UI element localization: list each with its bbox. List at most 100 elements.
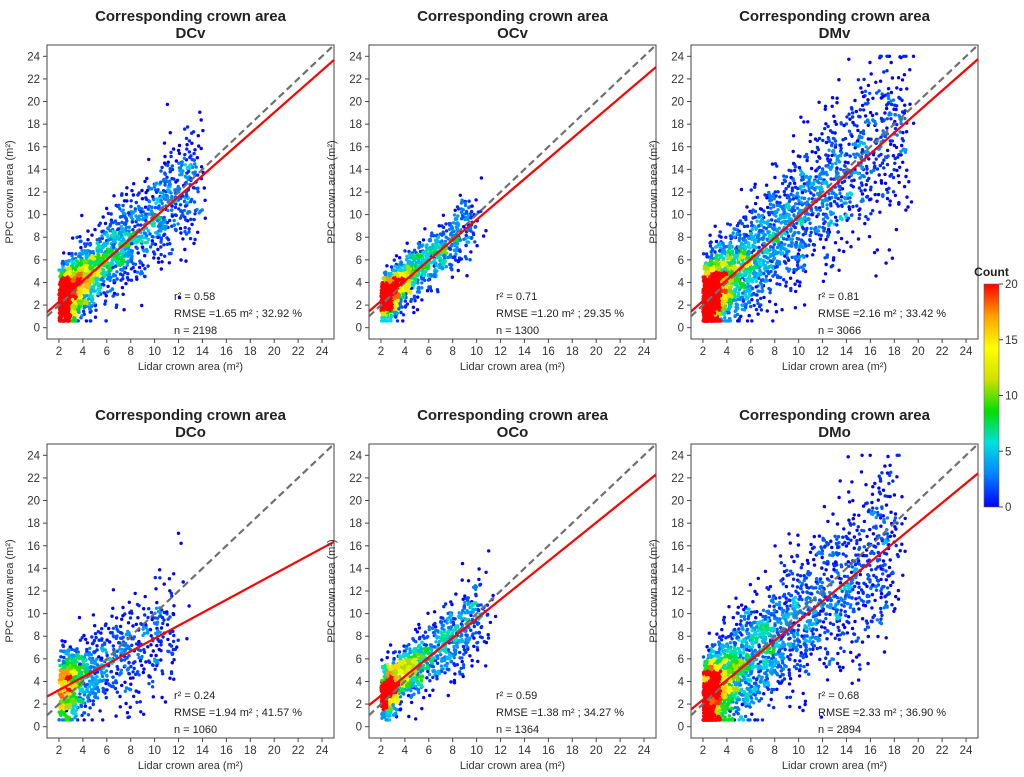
- data-point: [85, 242, 90, 246]
- data-point: [89, 319, 93, 323]
- data-point: [764, 183, 769, 187]
- data-point: [142, 249, 146, 253]
- data-point: [100, 229, 104, 234]
- data-point: [821, 279, 826, 283]
- data-point: [719, 235, 723, 239]
- y-tick-label: 0: [678, 323, 684, 335]
- data-point: [427, 239, 432, 243]
- data-point: [116, 253, 120, 257]
- data-point: [425, 246, 429, 250]
- data-point: [94, 279, 99, 284]
- data-point: [141, 263, 145, 267]
- data-point: [192, 241, 196, 246]
- data-point: [432, 234, 436, 238]
- data-point: [184, 259, 188, 263]
- data-point: [433, 238, 438, 242]
- data-point: [151, 241, 155, 246]
- data-point: [159, 252, 163, 257]
- data-point: [429, 234, 434, 238]
- data-point: [142, 236, 146, 240]
- data-point: [407, 280, 411, 284]
- data-point: [453, 217, 458, 221]
- data-point: [402, 274, 406, 278]
- data-point: [98, 268, 102, 273]
- data-point: [131, 228, 135, 232]
- data-point: [402, 264, 406, 268]
- data-point: [63, 273, 67, 277]
- data-point: [121, 203, 125, 208]
- data-point: [784, 232, 788, 236]
- data-point: [811, 253, 815, 257]
- data-point: [71, 283, 75, 288]
- data-point: [442, 256, 447, 260]
- regression-line: [47, 59, 334, 314]
- data-point: [441, 213, 446, 217]
- data-point: [163, 227, 167, 231]
- data-point: [81, 309, 86, 314]
- x-tick-label: 2: [56, 346, 62, 358]
- data-point: [911, 121, 916, 126]
- y-tick-label: 20: [27, 97, 40, 109]
- data-point: [136, 223, 140, 227]
- data-point: [191, 130, 196, 134]
- x-axis-label: Lidar crown area (m²): [460, 361, 565, 373]
- data-point: [189, 199, 193, 204]
- data-point: [112, 278, 116, 283]
- data-point: [143, 254, 147, 258]
- data-point: [120, 193, 124, 197]
- data-point: [179, 209, 183, 213]
- data-point: [469, 250, 473, 254]
- data-point: [400, 305, 404, 309]
- data-point: [895, 168, 899, 173]
- data-point: [868, 91, 872, 96]
- data-point: [159, 199, 163, 203]
- data-point: [833, 215, 838, 219]
- data-point: [857, 186, 862, 190]
- data-point: [454, 221, 458, 226]
- data-point: [391, 268, 396, 272]
- y-tick-label: 8: [678, 232, 684, 244]
- data-point: [401, 313, 406, 317]
- data-point: [436, 235, 441, 239]
- y-tick-label: 14: [671, 164, 684, 176]
- data-point: [128, 252, 133, 256]
- data-point: [196, 190, 200, 194]
- data-point: [459, 201, 464, 205]
- data-point: [812, 248, 816, 252]
- data-point: [465, 240, 469, 244]
- data-point: [430, 231, 434, 235]
- data-point: [134, 200, 138, 205]
- data-point: [177, 161, 181, 165]
- data-point: [112, 291, 117, 295]
- data-point: [451, 255, 456, 260]
- data-point: [114, 305, 119, 310]
- data-point: [115, 277, 119, 281]
- x-tick-label: 16: [220, 346, 233, 358]
- data-point: [150, 205, 154, 209]
- data-point: [845, 115, 849, 119]
- data-point: [144, 215, 148, 219]
- data-point: [842, 164, 847, 168]
- data-point: [762, 209, 766, 213]
- data-point: [124, 220, 128, 225]
- data-point: [115, 235, 119, 240]
- data-point: [82, 271, 86, 276]
- data-point: [122, 266, 126, 270]
- data-point: [865, 194, 870, 199]
- data-point: [120, 259, 124, 263]
- y-tick-label: 12: [671, 187, 684, 199]
- data-point: [429, 289, 434, 293]
- data-point: [810, 150, 814, 154]
- data-point: [417, 258, 421, 262]
- data-point: [464, 209, 469, 214]
- data-point: [67, 307, 71, 312]
- data-point: [441, 225, 446, 230]
- data-point: [122, 237, 126, 242]
- x-tick-label: 24: [638, 346, 651, 358]
- data-point: [411, 253, 415, 257]
- data-point: [160, 260, 164, 264]
- data-point: [406, 261, 410, 265]
- data-point: [423, 270, 427, 275]
- data-point: [904, 174, 908, 179]
